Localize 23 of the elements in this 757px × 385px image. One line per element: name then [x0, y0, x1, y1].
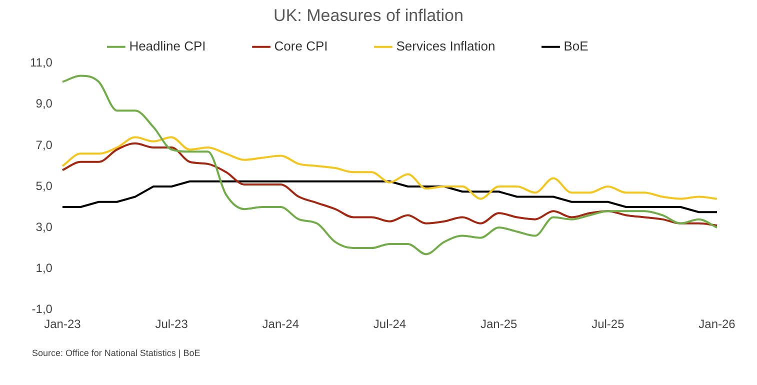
legend-label: Services Inflation [396, 38, 534, 54]
chart-title: UK: Measures of inflation [274, 6, 464, 25]
line-series [61, 142, 718, 226]
x-tick-label: Jan-23 [44, 317, 82, 332]
legend-label: Headline CPI [129, 38, 245, 54]
y-tick-label: -1,0 [32, 302, 53, 316]
y-tick-label: 1,0 [36, 260, 53, 275]
x-tick-label: Jan-24 [262, 317, 300, 332]
y-tick-label: 5,0 [36, 178, 53, 193]
line-series [61, 74, 718, 256]
y-tick-label: 3,0 [36, 220, 53, 234]
x-tick-label: Jul-23 [155, 317, 188, 332]
legend-label: BoE [564, 38, 628, 54]
y-tick-label: 9,0 [36, 96, 53, 111]
x-tick-label: Jul-25 [592, 317, 625, 332]
x-tick-label: Jan-25 [480, 317, 518, 332]
legend-label: Core CPI [274, 38, 367, 54]
x-tick-label: Jan-26 [698, 317, 736, 332]
line-series [61, 136, 718, 200]
x-tick-label: Jul-24 [373, 317, 406, 332]
y-tick-label: 7,0 [36, 138, 53, 152]
source-note: Source: Office for National Statistics | BoE [32, 348, 200, 358]
y-tick-label: 11,0 [30, 56, 53, 70]
